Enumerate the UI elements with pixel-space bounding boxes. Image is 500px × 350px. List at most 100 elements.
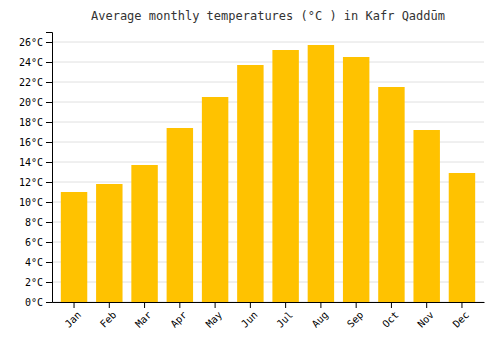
y-tick-label: 18°C: [19, 117, 43, 128]
x-tick: Mar: [133, 302, 154, 330]
x-tick: Apr: [168, 302, 189, 330]
x-tick: Sep: [345, 302, 366, 330]
x-tick-mark: [144, 302, 145, 308]
y-tick-mark: [46, 202, 52, 203]
bar: [167, 128, 193, 302]
x-tick-label: Aug: [310, 309, 331, 330]
grid: [52, 42, 484, 302]
y-tick: 14°C: [19, 157, 52, 168]
y-tick-label: 4°C: [25, 257, 43, 268]
bar: [449, 173, 475, 302]
y-tick: 0°C: [25, 297, 52, 308]
y-tick-label: 8°C: [25, 217, 43, 228]
x-tick: Oct: [380, 302, 401, 330]
bar: [237, 65, 263, 302]
y-tick-label: 2°C: [25, 277, 43, 288]
title: Average monthly temperatures (°C ) in Ka…: [91, 9, 445, 23]
y-tick-mark: [46, 122, 52, 123]
y-tick: 20°C: [19, 97, 52, 108]
y-tick: 10°C: [19, 197, 52, 208]
x-tick-label: Jul: [274, 309, 295, 330]
x-tick-mark: [391, 302, 392, 308]
y-tick: 22°C: [19, 77, 52, 88]
y-tick-label: 24°C: [19, 57, 43, 68]
x-tick: Dec: [451, 302, 472, 330]
y-tick-mark: [46, 142, 52, 143]
x-tick-mark: [461, 302, 462, 308]
x-tick-mark: [250, 302, 251, 308]
x-tick-mark: [320, 302, 321, 308]
x-tick: Feb: [98, 302, 119, 330]
y-tick-mark: [46, 102, 52, 103]
x-tick-label: Sep: [345, 309, 366, 330]
x-tick-mark: [285, 302, 286, 308]
bar: [378, 87, 404, 302]
y-tick-label: 6°C: [25, 237, 43, 248]
x-tick-mark: [215, 302, 216, 308]
y-axis-line: [46, 33, 53, 303]
y-tick-mark: [46, 242, 52, 243]
grid-line: [52, 102, 484, 103]
x-tick-mark: [426, 302, 427, 308]
x-tick-label: Dec: [451, 309, 472, 330]
x-tick-label: Feb: [98, 309, 119, 330]
y-tick-mark: [46, 182, 52, 183]
bar: [308, 45, 334, 302]
y-tick-mark: [46, 262, 52, 263]
grid-line: [52, 62, 484, 63]
y-tick: 8°C: [25, 217, 52, 228]
y-tick: 16°C: [19, 137, 52, 148]
bar: [61, 192, 87, 302]
x-tick: Jan: [63, 302, 84, 330]
x-tick-label: Jun: [239, 309, 260, 330]
x-tick-label: Mar: [133, 309, 154, 330]
y-tick-label: 0°C: [25, 297, 43, 308]
bar: [96, 184, 122, 302]
x-tick: Aug: [310, 302, 331, 330]
y-tick-label: 14°C: [19, 157, 43, 168]
bar: [202, 97, 228, 302]
chart: 0°C 2°C 4°C 6°C 8°C 10°C 12°C 14°C 16°C 18°C 20°C 2…: [0, 0, 500, 350]
y-tick-mark: [46, 282, 52, 283]
y-tick-mark: [46, 62, 52, 63]
grid-line: [52, 122, 484, 123]
x-tick-label: May: [204, 309, 225, 330]
y-tick-mark: [46, 82, 52, 83]
y-tick: 18°C: [19, 117, 52, 128]
bar: [343, 57, 369, 302]
x-tick-mark: [74, 302, 75, 308]
y-tick: 24°C: [19, 57, 52, 68]
y-tick: 6°C: [25, 237, 52, 248]
y-tick: 2°C: [25, 277, 52, 288]
x-tick-label: Oct: [380, 309, 401, 330]
y-tick-label: 26°C: [19, 37, 43, 48]
grid-line: [52, 82, 484, 83]
bar: [413, 130, 439, 302]
x-tick-label: Jan: [63, 309, 84, 330]
x-tick-label: Apr: [168, 309, 189, 330]
y-tick-mark: [46, 302, 52, 303]
x-tick-mark: [179, 302, 180, 308]
bar: [272, 50, 298, 302]
y-tick-label: 20°C: [19, 97, 43, 108]
bars: [61, 45, 475, 302]
x-tick: Jun: [239, 302, 260, 330]
x-axis-line: [53, 302, 485, 303]
grid-line: [52, 42, 484, 43]
x-tick: Nov: [415, 302, 436, 330]
x-tick: Jul: [274, 302, 295, 330]
x-tick-label: Nov: [415, 309, 436, 330]
x-tick-mark: [109, 302, 110, 308]
y-tick: 26°C: [19, 37, 52, 48]
x-axis: Jan Feb Mar Apr May Jun Jul Aug Sep Oct Nov Dec: [53, 302, 485, 330]
x-tick-mark: [356, 302, 357, 308]
y-tick-label: 16°C: [19, 137, 43, 148]
y-tick-label: 12°C: [19, 177, 43, 188]
y-tick-label: 10°C: [19, 197, 43, 208]
y-tick: 4°C: [25, 257, 52, 268]
y-tick-mark: [46, 222, 52, 223]
x-tick: May: [204, 302, 225, 330]
y-tick-mark: [46, 42, 52, 43]
plot: 0°C 2°C 4°C 6°C 8°C 10°C 12°C 14°C 16°C 18°C 20°C 2…: [19, 33, 485, 330]
y-tick-mark: [46, 162, 52, 163]
